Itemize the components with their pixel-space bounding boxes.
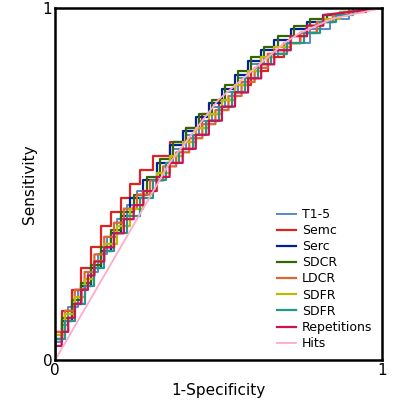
Legend: T1-5, Semc, Serc, SDCR, LDCR, SDFR, SDFR, Repetitions, Hits: T1-5, Semc, Serc, SDCR, LDCR, SDFR, SDFR… xyxy=(273,204,376,354)
X-axis label: 1-Specificity: 1-Specificity xyxy=(171,383,266,398)
Y-axis label: Sensitivity: Sensitivity xyxy=(22,144,37,224)
